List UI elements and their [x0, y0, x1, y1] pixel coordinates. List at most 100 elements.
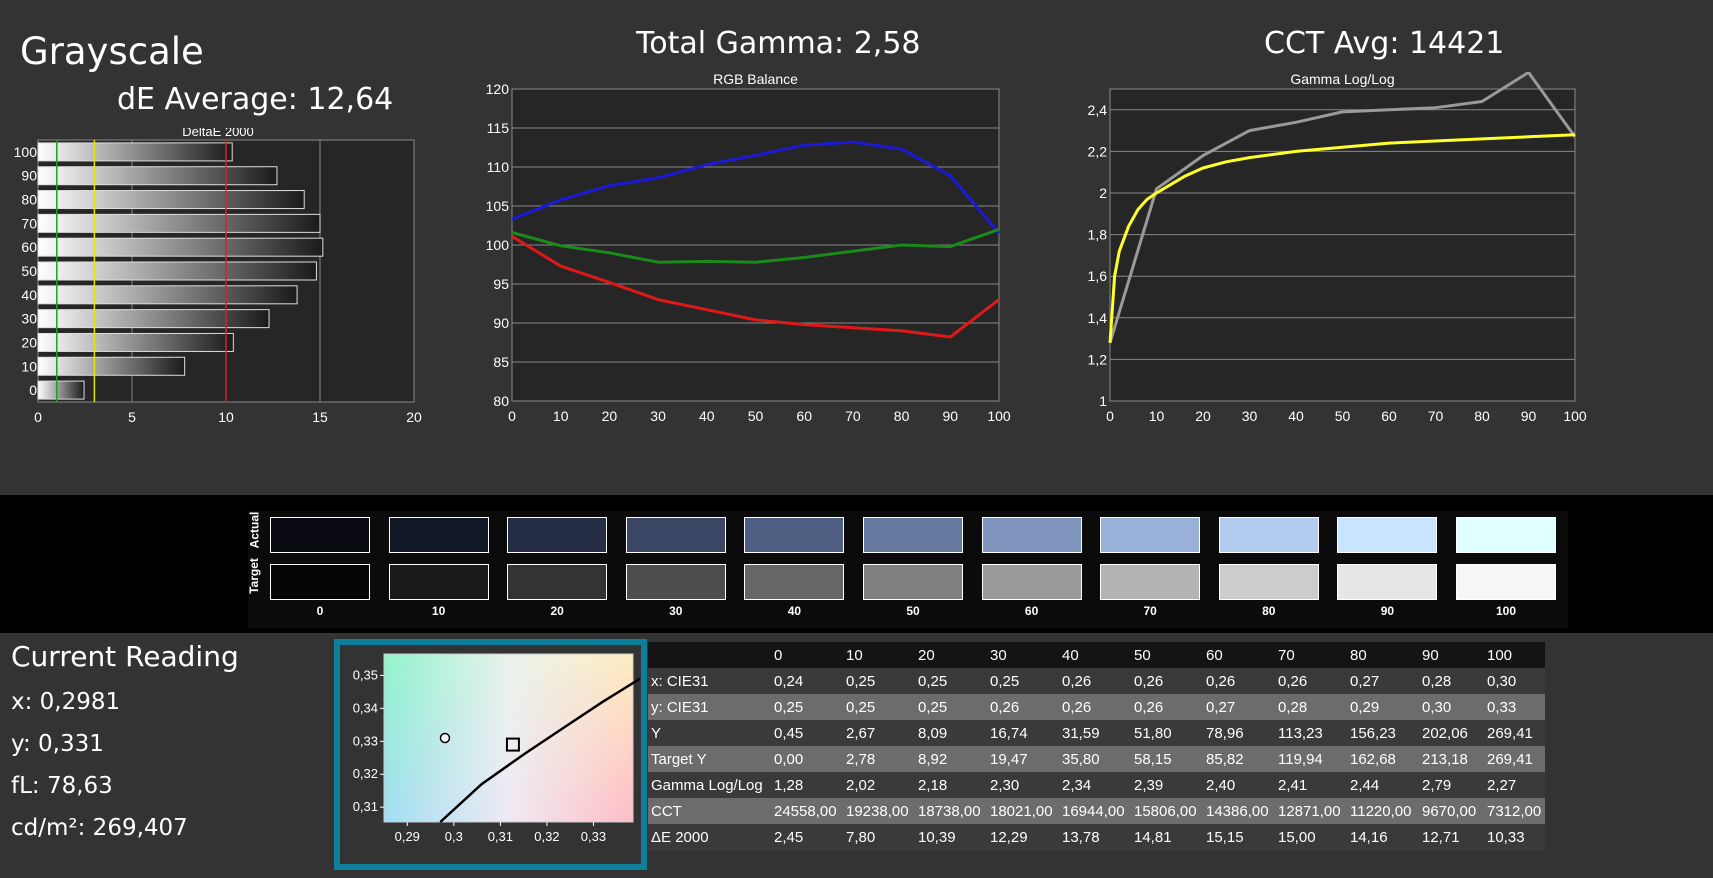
table-cell: 15,15	[1203, 824, 1275, 850]
table-cell: 0,45	[771, 720, 843, 746]
table-cell: 14386,00	[1203, 798, 1275, 824]
column-header: 0	[771, 642, 843, 668]
y-tick-label: 95	[493, 276, 509, 292]
reading-x: x: 0,2981	[11, 689, 121, 715]
table-row: ΔE 2000 2,45 7,80 10,39 12,29 13,78 14,81 15,15…	[648, 824, 1545, 850]
row-label: Target Y	[648, 746, 771, 772]
y-tick-label: 2	[1099, 185, 1107, 201]
column-header: 30	[987, 642, 1059, 668]
measured-point	[439, 732, 451, 744]
cie-y-tick: 0,35	[353, 667, 378, 682]
actual-swatch	[388, 517, 489, 553]
table-cell: 0,28	[1275, 694, 1347, 720]
x-tick-label: 20	[1195, 408, 1211, 424]
cie-y-tick: 0,33	[353, 733, 378, 748]
target-swatch	[625, 564, 726, 600]
y-tick-label: 110	[487, 159, 510, 175]
column-header: 50	[1131, 642, 1203, 668]
table-cell: 8,92	[915, 746, 987, 772]
swatch-label: 0	[316, 604, 324, 618]
x-tick-label: 70	[845, 408, 861, 424]
reading-fl: fL: 78,63	[11, 773, 113, 799]
table-cell: 0,29	[1347, 694, 1419, 720]
actual-swatch	[863, 517, 963, 553]
gamma-loglog-chart: Gamma Log/Log 1 1,2 1,4 1,6 1,8 2 2,2 2,4 0 10 20 30…	[1088, 72, 1587, 424]
deltae-y-tick: 50	[21, 263, 37, 279]
deltae-y-tick: 70	[21, 215, 37, 231]
row-label: Gamma Log/Log	[648, 772, 771, 798]
table-cell: 16944,00	[1059, 798, 1131, 824]
series-line	[511, 227, 1000, 264]
row-label: x: CIE31	[648, 668, 771, 694]
table-row: CCT 24558,00 19238,00 18738,00 18021,00 16944…	[648, 798, 1545, 824]
table-cell: 2,40	[1203, 772, 1275, 798]
table-cell: 2,45	[771, 824, 843, 850]
y-tick-label: 1	[1099, 393, 1107, 409]
swatch-label: 40	[787, 604, 802, 618]
table-cell: 0,25	[843, 668, 915, 694]
table-cell: 202,06	[1419, 720, 1484, 746]
table-cell: 2,18	[915, 772, 987, 798]
y-tick-label: 105	[486, 198, 510, 214]
target-swatch	[981, 564, 1082, 600]
table-cell: 0,26	[1131, 694, 1203, 720]
table-cell: 78,96	[1203, 720, 1275, 746]
table-cell: 15,00	[1275, 824, 1347, 850]
table-cell: 19,47	[987, 746, 1059, 772]
table-cell: 0,25	[915, 668, 987, 694]
table-cell: 0,25	[987, 668, 1059, 694]
x-tick-label: 40	[699, 408, 715, 424]
table-cell: 58,15	[1131, 746, 1203, 772]
color-swatch-panel: Actual Target 0 10 20 30 40 50 60 70 80 90 100	[247, 511, 1568, 628]
series-line	[1108, 133, 1576, 343]
x-tick-label: 50	[748, 408, 764, 424]
x-tick-label: 80	[1474, 408, 1490, 424]
measurement-table: 0 10 20 30 40 50 60 70 80 90 100 x: CIE31 0,24 0,25 0,…	[648, 642, 1545, 850]
x-tick-label: 50	[1335, 408, 1351, 424]
cie-x-tick: 0,29	[395, 829, 420, 844]
cie-chromaticity-panel: 0,31 0,32 0,33 0,34 0,35 0,29 0,3 0,31 0,32 0,33	[334, 639, 647, 870]
actual-swatch	[981, 517, 1082, 553]
table-cell: 0,24	[771, 668, 843, 694]
target-swatch	[270, 564, 370, 600]
x-tick-label: 10	[1149, 408, 1165, 424]
table-row: y: CIE31 0,25 0,25 0,25 0,26 0,26 0,26 0,27 0,28…	[648, 694, 1545, 720]
column-header: 20	[915, 642, 987, 668]
table-cell: 51,80	[1131, 720, 1203, 746]
table-cell: 2,44	[1347, 772, 1419, 798]
x-tick-label: 100	[987, 408, 1011, 424]
table-cell: 0,26	[1131, 668, 1203, 694]
swatch-label: 60	[1024, 604, 1039, 618]
table-cell: 0,30	[1484, 668, 1545, 694]
column-header: 70	[1275, 642, 1347, 668]
y-tick-label: 85	[493, 354, 509, 370]
table-cell: 0,25	[915, 694, 987, 720]
target-white-point	[505, 737, 520, 752]
table-cell: 0,26	[987, 694, 1059, 720]
table-cell: 7312,00	[1484, 798, 1545, 824]
x-tick-label: 90	[943, 408, 959, 424]
y-tick-label: 80	[493, 393, 509, 409]
table-cell: 35,80	[1059, 746, 1131, 772]
table-cell: 13,78	[1059, 824, 1131, 850]
table-cell: 269,41	[1484, 746, 1545, 772]
target-swatch	[744, 564, 845, 600]
actual-swatch	[270, 517, 370, 553]
deltae-chart-title: DeltaE 2000	[182, 128, 254, 139]
table-cell: 16,74	[987, 720, 1059, 746]
row-label: Y	[648, 720, 771, 746]
planckian-locus-line	[439, 677, 641, 823]
deltae-x-tick: 20	[406, 409, 422, 425]
table-cell: 2,30	[987, 772, 1059, 798]
y-tick-label: 2,2	[1088, 143, 1108, 159]
deltae-x-tick: 5	[128, 409, 136, 425]
deltae-bar	[37, 213, 321, 233]
swatch-label: 80	[1262, 604, 1276, 618]
cie-plot-border	[383, 653, 634, 823]
table-cell: 0,26	[1275, 668, 1347, 694]
table-cell: 12,29	[987, 824, 1059, 850]
row-label: CCT	[648, 798, 771, 824]
deltae-y-tick: 90	[21, 168, 37, 184]
deltae-bar	[37, 380, 85, 400]
